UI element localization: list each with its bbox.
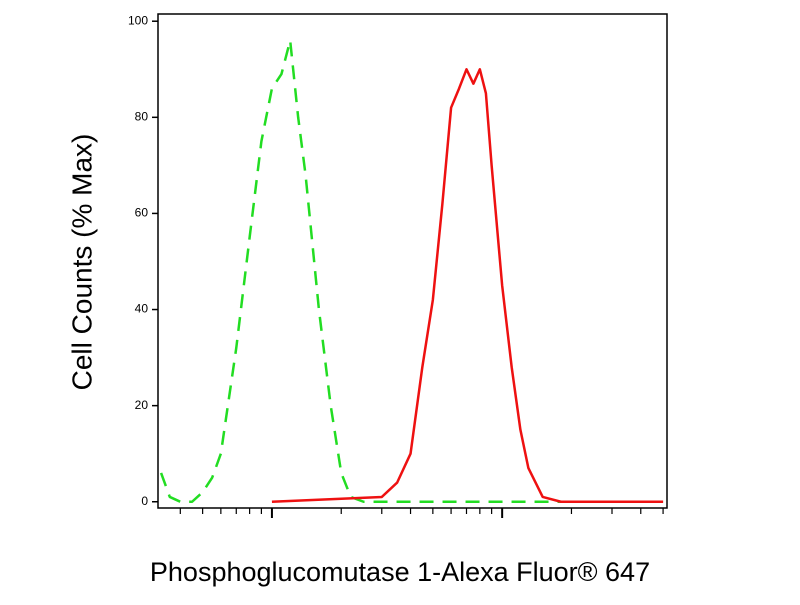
plot-frame (157, 13, 668, 509)
y-tick-label: 80 (135, 109, 149, 123)
histogram-line (271, 68, 664, 504)
histogram-line (159, 39, 664, 504)
y-tick-label: 60 (135, 206, 149, 220)
y-axis-label: Cell Counts (% Max) (66, 134, 97, 391)
y-tick-label: 20 (135, 398, 149, 412)
y-tick-label: 100 (128, 13, 148, 27)
y-tick-label: 0 (141, 494, 148, 508)
x-axis-label: Phosphoglucomutase 1-Alexa Fluor® 647 (150, 557, 650, 587)
y-tick-label: 40 (135, 302, 149, 316)
